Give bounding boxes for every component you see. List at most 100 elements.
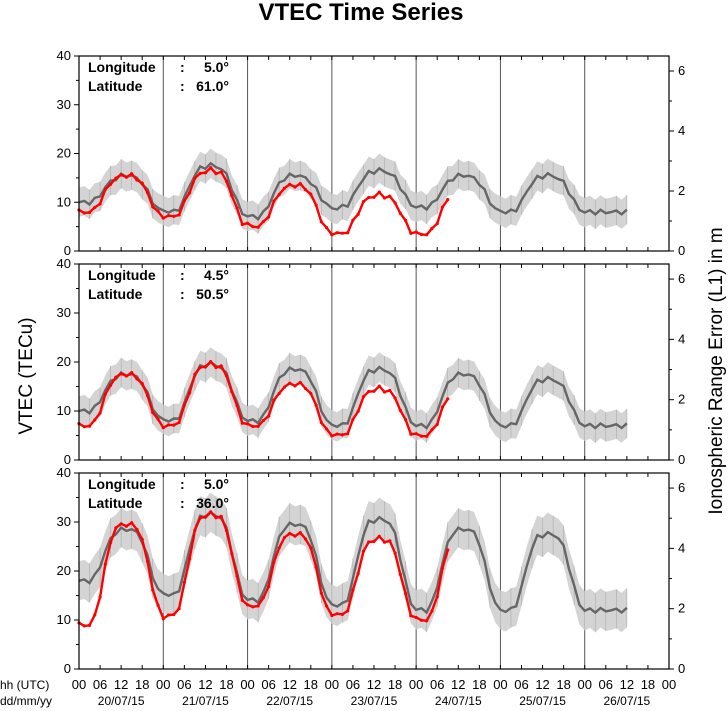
data-point xyxy=(440,405,445,409)
left-tick-label: 20 xyxy=(57,563,71,578)
right-tick-label: 2 xyxy=(678,183,685,198)
data-point xyxy=(298,531,302,535)
data-point xyxy=(261,219,265,224)
data-point xyxy=(404,218,408,223)
longitude-label: Longitude xyxy=(88,59,156,75)
data-point xyxy=(303,188,308,192)
data-point xyxy=(330,613,334,618)
data-point xyxy=(166,613,171,617)
series-line xyxy=(78,161,628,221)
data-point xyxy=(114,176,118,180)
data-point xyxy=(124,524,129,528)
data-point xyxy=(435,221,439,226)
data-point xyxy=(177,420,181,425)
right-tick-label: 0 xyxy=(678,452,685,467)
hour-tick-label: 12 xyxy=(535,677,549,692)
data-point xyxy=(346,231,350,235)
longitude-label: Longitude xyxy=(88,476,156,492)
hour-tick-label: 00 xyxy=(577,677,591,692)
date-tick-label: 21/07/15 xyxy=(182,694,229,708)
date-tick-label: 22/07/15 xyxy=(266,694,313,708)
data-point xyxy=(361,549,366,553)
data-point xyxy=(251,424,255,429)
data-point xyxy=(114,375,118,379)
data-point xyxy=(303,537,308,541)
data-point xyxy=(346,432,350,436)
data-point xyxy=(87,623,92,627)
hour-tick-label: 06 xyxy=(177,677,191,692)
data-point xyxy=(330,233,334,237)
data-point xyxy=(251,605,255,609)
panel-2: 0 10 20 30 40 0 2 4 6 Longitude: 4.5° Latitude:50.5… xyxy=(57,256,686,467)
data-point xyxy=(393,201,397,205)
longitude-value: 4.5° xyxy=(204,267,229,283)
data-point xyxy=(409,614,413,618)
hour-tick-label: 12 xyxy=(114,677,128,692)
x-axis-ticks: 00 06 12 18 20/07/15 00 06 12 18 21/07/15 00 06 12 18… xyxy=(72,677,676,708)
data-point xyxy=(372,195,376,199)
data-point xyxy=(277,546,281,550)
data-point xyxy=(388,388,392,392)
data-point xyxy=(177,213,181,217)
hour-tick-label: 06 xyxy=(93,677,107,692)
longitude-label: Longitude xyxy=(88,267,156,283)
panel-frame xyxy=(78,472,670,670)
data-point xyxy=(446,397,450,401)
hour-tick-label: 00 xyxy=(240,677,254,692)
data-point xyxy=(398,408,402,412)
data-point xyxy=(145,191,150,195)
hour-tick-label: 18 xyxy=(219,677,233,692)
series-grey xyxy=(78,347,628,443)
data-point xyxy=(351,218,355,222)
data-point xyxy=(382,196,387,200)
data-point xyxy=(245,422,250,426)
right-tick-label: 6 xyxy=(678,63,685,78)
data-point xyxy=(114,526,118,530)
x-axis-label-dates: dd/mm/yy xyxy=(0,694,52,708)
left-tick-label: 20 xyxy=(57,354,71,369)
y-axis-right-label: Ionospheric Range Error (L1) in m xyxy=(706,227,727,514)
data-point xyxy=(340,433,344,437)
data-point xyxy=(335,612,339,616)
left-tick-label: 10 xyxy=(57,194,71,209)
series-line xyxy=(78,360,628,430)
data-point xyxy=(145,393,150,398)
data-point xyxy=(388,194,392,198)
data-point xyxy=(425,233,429,237)
data-point xyxy=(272,199,276,203)
data-point xyxy=(182,403,186,407)
data-point xyxy=(314,203,318,207)
data-point xyxy=(319,591,323,595)
date-tick-label: 24/07/15 xyxy=(435,694,482,708)
data-point xyxy=(135,178,139,182)
right-tick-label: 4 xyxy=(678,123,685,138)
right-tick-label: 2 xyxy=(678,601,685,616)
data-point xyxy=(209,166,213,170)
data-point xyxy=(404,418,408,422)
data-point xyxy=(230,552,234,556)
data-point xyxy=(224,374,229,378)
left-tick-label: 0 xyxy=(64,243,71,258)
data-point xyxy=(377,384,381,388)
hour-tick-label: 18 xyxy=(641,677,655,692)
data-point xyxy=(382,390,387,394)
data-point xyxy=(261,418,265,423)
data-point xyxy=(282,186,287,190)
panels: 0102030400246Longitude:5.0°Latitude:61.0… xyxy=(57,48,686,676)
data-point xyxy=(382,540,387,544)
data-point xyxy=(87,424,92,428)
data-point xyxy=(298,181,302,186)
data-point xyxy=(361,395,366,399)
data-point xyxy=(219,514,223,518)
data-point xyxy=(398,211,402,215)
left-tick-label: 10 xyxy=(57,612,71,627)
data-point xyxy=(235,403,239,408)
data-point xyxy=(209,360,213,364)
hour-tick-label: 00 xyxy=(493,677,507,692)
data-point xyxy=(124,175,129,179)
data-point xyxy=(235,574,239,578)
data-point xyxy=(288,182,292,186)
data-point xyxy=(240,598,244,602)
data-point xyxy=(119,372,123,376)
data-point xyxy=(140,381,144,386)
